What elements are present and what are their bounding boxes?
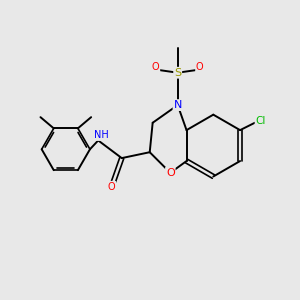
Text: N: N [173, 100, 182, 110]
Text: O: O [196, 62, 204, 72]
Text: NH: NH [94, 130, 109, 140]
Text: S: S [174, 68, 181, 78]
Text: O: O [166, 168, 175, 178]
Text: Cl: Cl [256, 116, 266, 126]
Text: O: O [152, 62, 159, 72]
Text: O: O [108, 182, 115, 192]
